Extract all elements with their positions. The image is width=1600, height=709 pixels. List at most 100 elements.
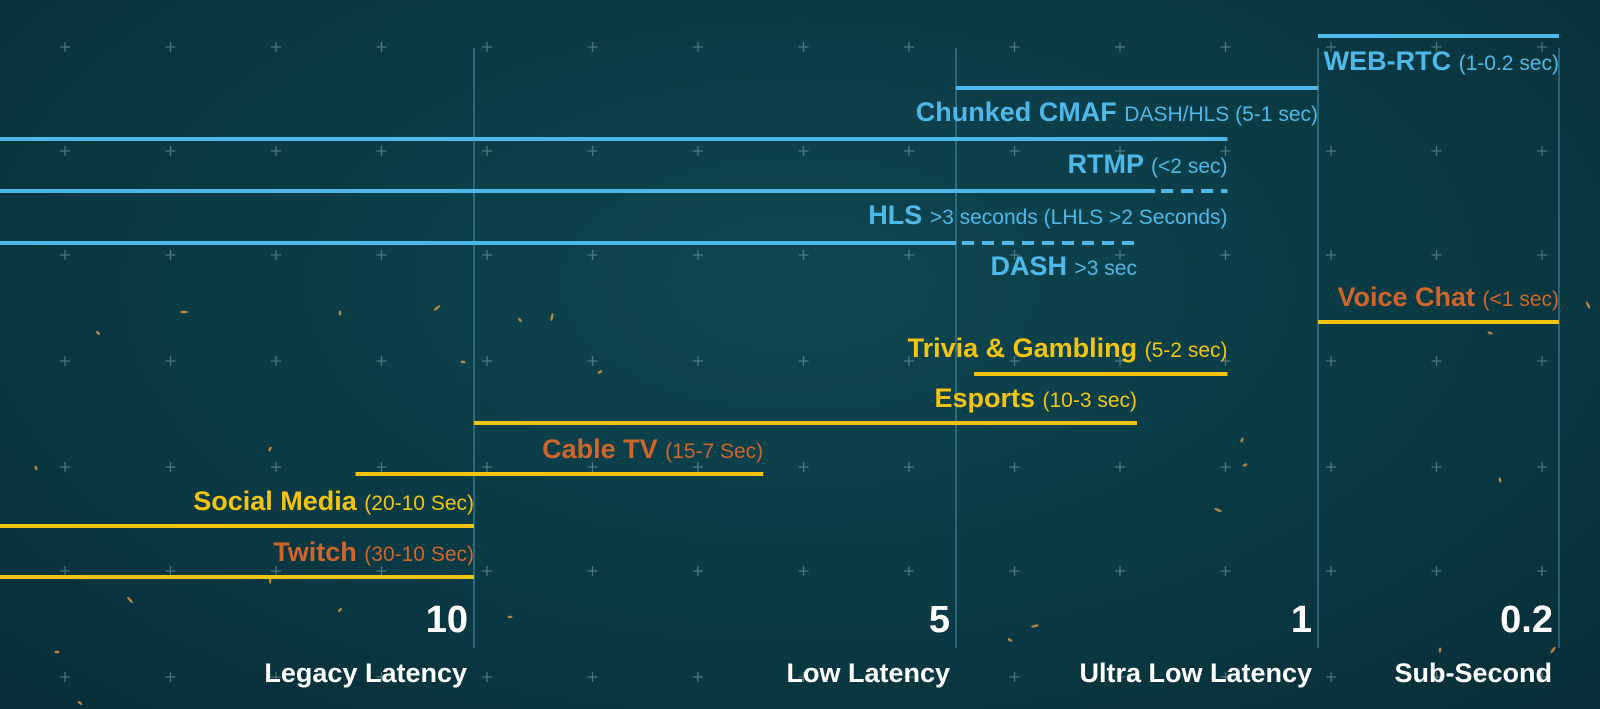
grid-cross xyxy=(587,250,598,260)
grid-cross xyxy=(1220,42,1231,52)
spark xyxy=(1242,463,1248,467)
grid-cross xyxy=(165,356,176,366)
grid-cross xyxy=(904,356,914,366)
grid-cross xyxy=(1537,250,1547,260)
grid-cross xyxy=(165,672,176,682)
protocol-label: WEB-RTC (1-0.2 sec) xyxy=(1324,46,1559,76)
grid-cross xyxy=(482,42,492,52)
grid-cross xyxy=(587,356,598,366)
grid-cross xyxy=(1431,146,1442,156)
zone-label: Low Latency xyxy=(786,658,950,688)
grid-cross xyxy=(1009,356,1020,366)
grid-cross xyxy=(482,462,492,472)
use-case-label: Twitch (30-10 Sec) xyxy=(273,537,474,567)
use-case-label: Trivia & Gambling (5-2 sec) xyxy=(908,333,1228,363)
zone-label: Ultra Low Latency xyxy=(1079,658,1312,688)
spark xyxy=(1031,624,1039,628)
grid-cross xyxy=(271,146,281,156)
grid-cross xyxy=(904,566,914,576)
spark xyxy=(96,330,100,336)
grid-cross xyxy=(60,146,70,156)
spark xyxy=(1585,301,1591,309)
grid-cross xyxy=(798,462,809,472)
grid-cross xyxy=(693,672,703,682)
spark xyxy=(597,370,603,374)
grid-cross xyxy=(482,250,492,260)
grid-cross xyxy=(1537,356,1547,366)
grid-cross xyxy=(1326,672,1336,682)
grid-cross xyxy=(165,566,176,576)
grid-cross xyxy=(798,250,809,260)
grid-cross xyxy=(271,462,281,472)
grid-cross xyxy=(693,566,703,576)
grid-cross xyxy=(1326,356,1336,366)
grid-cross xyxy=(693,250,703,260)
tick-label: 5 xyxy=(929,599,950,641)
spark xyxy=(127,596,133,604)
grid-cross xyxy=(60,462,70,472)
grid-cross xyxy=(904,146,914,156)
grid-cross xyxy=(165,250,176,260)
spark xyxy=(507,615,513,619)
spark xyxy=(180,310,188,314)
grid-cross xyxy=(1115,566,1125,576)
spark xyxy=(1240,437,1244,443)
grid-cross xyxy=(1009,672,1020,682)
tick-label: 1 xyxy=(1291,599,1312,641)
grid-cross xyxy=(376,672,387,682)
spark xyxy=(1498,477,1502,483)
grid-cross xyxy=(1220,356,1231,366)
grid-cross xyxy=(587,462,598,472)
grid-cross xyxy=(1537,146,1547,156)
protocol-label: RTMP (<2 sec) xyxy=(1068,149,1228,179)
grid-cross xyxy=(165,146,176,156)
use-case-label: Cable TV (15-7 Sec) xyxy=(542,434,763,464)
grid-cross xyxy=(587,672,598,682)
spark xyxy=(518,317,522,323)
grid-cross xyxy=(1326,42,1336,52)
grid-cross xyxy=(693,42,703,52)
grid-cross xyxy=(1220,566,1231,576)
grid-cross xyxy=(1115,42,1125,52)
spark xyxy=(460,360,466,364)
grid-cross xyxy=(376,356,387,366)
spark xyxy=(338,607,342,613)
grid-cross xyxy=(376,566,387,576)
grid-cross xyxy=(1220,146,1231,156)
grid-cross xyxy=(482,566,492,576)
grid-cross xyxy=(482,356,492,366)
zone-label: Sub-Second xyxy=(1394,658,1552,688)
protocol-label: HLS >3 seconds (LHLS >2 Seconds) xyxy=(868,200,1227,230)
spark xyxy=(268,446,272,452)
grid-cross xyxy=(1220,462,1231,472)
grid-cross xyxy=(693,146,703,156)
grid-cross xyxy=(60,250,70,260)
grid-cross xyxy=(1009,462,1020,472)
grid-cross xyxy=(798,146,809,156)
use-case-label: Social Media (20-10 Sec) xyxy=(193,486,474,516)
grid-cross xyxy=(1431,672,1442,682)
spark xyxy=(1214,507,1222,513)
grid-cross xyxy=(271,42,281,52)
grid-cross xyxy=(1537,566,1547,576)
grid-cross xyxy=(60,356,70,366)
grid-cross xyxy=(376,462,387,472)
grid-cross xyxy=(1326,250,1336,260)
use-case-label: Esports (10-3 sec) xyxy=(934,383,1137,413)
grid-cross xyxy=(1537,462,1547,472)
grid-cross xyxy=(482,672,492,682)
spark xyxy=(1438,647,1442,653)
spark xyxy=(338,310,342,316)
grid-cross xyxy=(1009,566,1020,576)
grid-cross xyxy=(1537,42,1547,52)
grid-cross xyxy=(165,462,176,472)
grid-cross xyxy=(271,566,281,576)
grid-cross xyxy=(1431,566,1442,576)
grid-cross xyxy=(1009,146,1020,156)
grid-cross xyxy=(587,42,598,52)
grid-cross xyxy=(1115,672,1125,682)
protocol-label: Chunked CMAF DASH/HLS (5-1 sec) xyxy=(916,97,1318,127)
grid-cross xyxy=(1431,462,1442,472)
grid-cross xyxy=(1537,672,1547,682)
